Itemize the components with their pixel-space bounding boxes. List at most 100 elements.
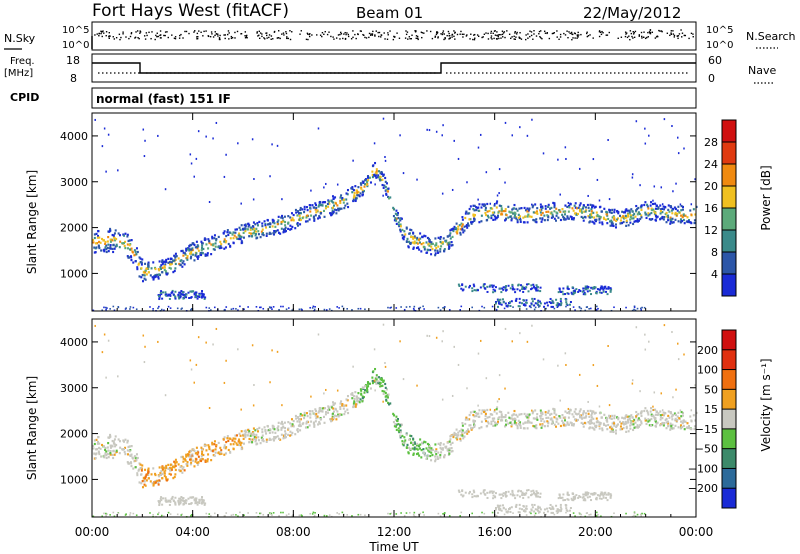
velocity-cell: [647, 413, 650, 416]
velocity-cell: [264, 428, 267, 432]
power-cell: [611, 222, 614, 225]
velocity-cell: [351, 393, 354, 397]
power-cell: [547, 203, 550, 206]
velocity-cell: [546, 420, 549, 423]
power-cell: [165, 293, 168, 296]
power-cell: [197, 255, 200, 258]
velocity-cell: [450, 434, 453, 437]
power-cell: [441, 242, 444, 245]
colorbar-swatch: [722, 164, 736, 187]
velocity-cell: [315, 417, 318, 420]
power-cell: [639, 184, 641, 187]
power-cell: [589, 307, 592, 310]
power-cell: [578, 306, 581, 308]
power-cell: [521, 286, 524, 289]
power-cell: [594, 205, 597, 208]
velocity-cell: [164, 466, 167, 469]
nsky-point: [641, 35, 643, 38]
power-cell: [392, 214, 395, 218]
power-cell: [419, 232, 422, 235]
velocity-cell: [515, 422, 518, 425]
velocity-cell: [609, 495, 612, 498]
nsky-point: [377, 31, 379, 34]
power-cell: [626, 213, 629, 216]
power-cell: [617, 212, 620, 215]
velocity-cell: [223, 453, 226, 456]
power-cell: [540, 213, 543, 216]
power-cell: [208, 240, 211, 243]
velocity-cell: [340, 400, 343, 403]
velocity-cell: [502, 494, 505, 497]
nsky-point: [326, 33, 329, 36]
velocity-cell: [593, 492, 596, 495]
velocity-cell: [435, 450, 438, 453]
velocity-cell: [113, 438, 116, 441]
power-cell: [472, 204, 475, 207]
velocity-cell: [346, 399, 349, 402]
power-cell: [341, 305, 344, 308]
power-cell: [598, 221, 601, 224]
nsky-point: [197, 36, 199, 38]
power-cell: [521, 288, 524, 291]
power-cell: [301, 309, 303, 311]
power-cell: [289, 216, 292, 219]
power-cell: [203, 297, 206, 300]
velocity-cell: [195, 446, 198, 449]
velocity-cell: [601, 429, 604, 432]
velocity-cell: [382, 379, 385, 382]
velocity-cell: [390, 512, 393, 515]
power-cell: [200, 249, 203, 252]
velocity-cell: [595, 497, 598, 500]
nsky-point: [602, 32, 604, 34]
velocity-cell: [163, 472, 166, 475]
velocity-cell: [261, 439, 264, 442]
velocity-cell: [251, 438, 254, 441]
power-cell: [394, 212, 397, 215]
velocity-cell: [679, 424, 682, 427]
velocity-cell: [124, 438, 127, 441]
power-cell: [550, 305, 553, 308]
velocity-cell: [97, 451, 100, 454]
power-cell: [594, 218, 597, 222]
power-cell: [690, 213, 693, 216]
power-cell: [580, 307, 583, 310]
power-cell: [270, 306, 273, 309]
power-cell: [128, 244, 131, 247]
power-cell: [553, 204, 556, 207]
velocity-cell: [547, 411, 550, 414]
velocity-cell: [93, 442, 96, 446]
power-cell: [596, 305, 598, 308]
velocity-cell: [357, 397, 360, 400]
velocity-cell: [566, 498, 569, 501]
velocity-cell: [351, 392, 354, 395]
power-cell: [436, 249, 439, 252]
power-cell: [486, 210, 489, 213]
velocity-cell: [511, 414, 514, 417]
velocity-cell: [205, 449, 208, 452]
nsky-point: [198, 30, 200, 32]
velocity-cell: [147, 473, 150, 476]
velocity-cell: [587, 491, 590, 494]
velocity-cell: [255, 433, 258, 436]
power-cell: [195, 291, 198, 294]
nsky-point: [368, 32, 371, 35]
velocity-cell: [141, 480, 144, 483]
velocity-cell: [130, 453, 133, 456]
velocity-cell: [437, 442, 440, 445]
velocity-cell: [439, 515, 442, 517]
power-cell: [459, 309, 461, 311]
power-cell: [430, 245, 433, 248]
velocity-cell: [93, 439, 96, 442]
velocity-cell: [223, 436, 226, 439]
velocity-cell: [661, 423, 664, 426]
power-cell: [212, 137, 214, 140]
velocity-cell: [202, 501, 205, 504]
nsky-point: [440, 33, 442, 35]
power-cell: [662, 205, 665, 208]
velocity-cell: [469, 411, 472, 414]
velocity-cell: [138, 481, 141, 484]
velocity-cell: [94, 324, 96, 327]
nsky-point: [101, 35, 103, 38]
velocity-cell: [161, 468, 164, 472]
power-cell: [303, 205, 306, 208]
